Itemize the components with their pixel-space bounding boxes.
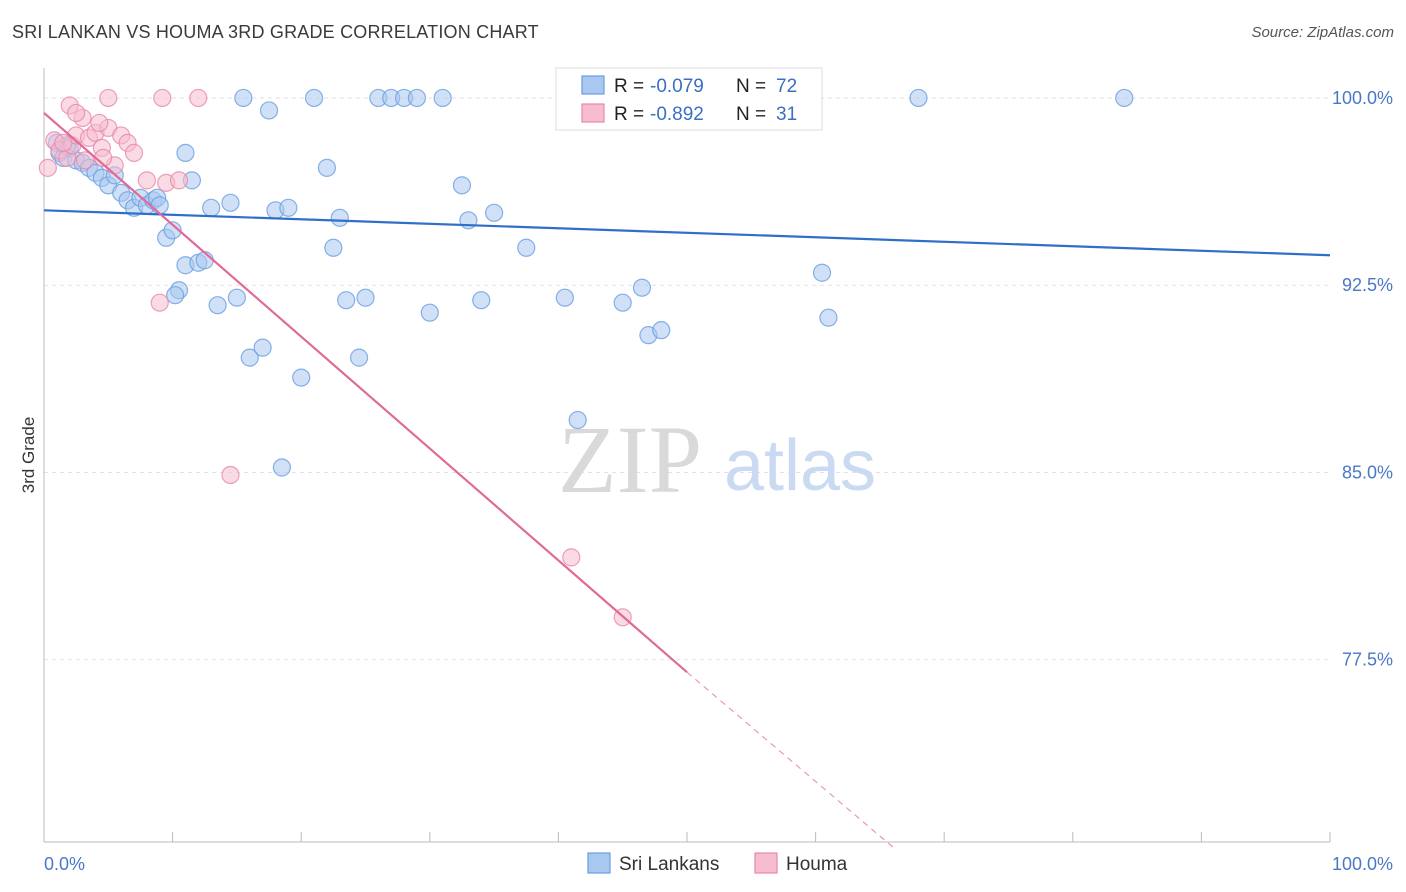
point-sri-lankans-58: [555, 288, 574, 307]
point-houma-19: [137, 171, 156, 190]
point-houma-23: [189, 88, 208, 108]
legend-n-label-1: N =: [736, 76, 766, 97]
legend-r-value-2: -0.892: [650, 104, 704, 125]
gridlines: [44, 97, 1330, 661]
legend-swatch-sri-lankans: [581, 75, 605, 95]
point-sri-lankans-27: [195, 251, 214, 270]
point-houma-22: [169, 171, 189, 190]
point-houma-24: [153, 88, 172, 108]
point-sri-lankans-25: [176, 143, 195, 162]
y-tick-label-1: 92.5%: [1342, 275, 1393, 295]
point-sri-lankans-30: [221, 193, 240, 212]
y-tick-label-2: 85.0%: [1342, 462, 1393, 482]
point-sri-lankans-57: [517, 238, 536, 257]
bottom-legend: Sri Lankans Houma: [587, 852, 848, 875]
point-houma-18: [124, 143, 144, 162]
trend-line-sri-lankans: [43, 209, 1331, 257]
legend-n-value-2: 31: [776, 104, 797, 125]
point-sri-lankans-38: [272, 458, 292, 477]
point-houma-16: [90, 113, 109, 133]
chart-title: SRI LANKAN VS HOUMA 3RD GRADE CORRELATIO…: [12, 22, 539, 42]
point-sri-lankans-39: [292, 368, 311, 387]
point-sri-lankans-32: [234, 88, 253, 108]
chart-source: Source: ZipAtlas.com: [1251, 24, 1394, 41]
legend-r-value-1: -0.079: [650, 76, 704, 97]
point-sri-lankans-28: [202, 198, 221, 217]
trend-line-extension-houma: [686, 671, 894, 848]
point-sri-lankans-55: [472, 291, 491, 310]
watermark-atlas: atlas: [724, 426, 876, 506]
point-sri-lankans-29: [208, 296, 227, 315]
y-tick-label-3: 77.5%: [1342, 650, 1393, 670]
bottom-legend-swatch-houma: [754, 852, 778, 874]
point-sri-lankans-61: [613, 293, 632, 312]
point-sri-lankans-46: [356, 288, 375, 307]
bottom-legend-swatch-sri-lankans: [587, 852, 611, 874]
point-sri-lankans-68: [819, 308, 838, 327]
point-houma-30: [76, 151, 95, 170]
bottom-legend-label-sri-lankans: Sri Lankans: [619, 854, 719, 875]
point-sri-lankans-34: [253, 338, 272, 357]
point-sri-lankans-35: [259, 101, 279, 120]
point-sri-lankans-60: [568, 410, 587, 430]
point-sri-lankans-40: [304, 88, 324, 108]
point-sri-lankans-51: [433, 88, 452, 108]
data-points: [38, 88, 1134, 627]
legend-r-label-1: R =: [614, 76, 644, 97]
watermark: ZIP atlas: [558, 406, 876, 513]
point-sri-lankans-31: [227, 288, 246, 307]
point-sri-lankans-67: [812, 263, 832, 282]
point-sri-lankans-33: [240, 348, 259, 367]
x-tick-label-0: 0.0%: [44, 854, 85, 874]
legend-n-label-2: N =: [736, 104, 766, 125]
point-sri-lankans-45: [349, 348, 369, 367]
point-sri-lankans-43: [330, 208, 349, 227]
bottom-legend-label-houma: Houma: [786, 854, 848, 875]
point-houma-21: [150, 293, 169, 312]
point-sri-lankans-42: [324, 238, 343, 257]
point-houma-25: [99, 88, 118, 108]
trend-line-houma: [43, 112, 688, 674]
legend-n-value-1: 72: [776, 76, 797, 97]
point-sri-lankans-22: [166, 286, 185, 305]
point-sri-lankans-41: [317, 158, 337, 177]
point-sri-lankans-53: [452, 176, 472, 195]
point-sri-lankans-50: [407, 88, 427, 108]
point-sri-lankans-44: [337, 291, 356, 310]
point-sri-lankans-20: [163, 221, 182, 240]
point-sri-lankans-56: [485, 203, 504, 222]
tick-labels: 100.0% 92.5% 85.0% 77.5% 0.0% 100.0%: [44, 88, 1393, 874]
point-sri-lankans-62: [632, 278, 652, 297]
point-sri-lankans-37: [279, 198, 298, 217]
axes: [43, 68, 1331, 843]
point-sri-lankans-70: [1115, 88, 1134, 108]
x-tick-label-1: 100.0%: [1332, 854, 1393, 874]
legend: R = -0.079 N = 72 R = -0.892 N = 31: [555, 67, 823, 131]
point-houma-29: [54, 133, 73, 153]
point-sri-lankans-69: [909, 88, 928, 108]
point-sri-lankans-64: [652, 321, 671, 340]
legend-r-label-2: R =: [614, 104, 644, 125]
point-houma-26: [221, 465, 240, 485]
legend-swatch-houma: [581, 103, 605, 123]
y-axis-title: 3rd Grade: [19, 417, 38, 494]
point-houma-0: [38, 158, 57, 177]
point-houma-15: [67, 103, 86, 123]
point-sri-lankans-52: [420, 303, 439, 322]
y-tick-label-0: 100.0%: [1332, 88, 1393, 108]
point-sri-lankans-18: [150, 196, 169, 215]
point-houma-27: [562, 548, 581, 567]
trend-lines: [43, 112, 1331, 848]
